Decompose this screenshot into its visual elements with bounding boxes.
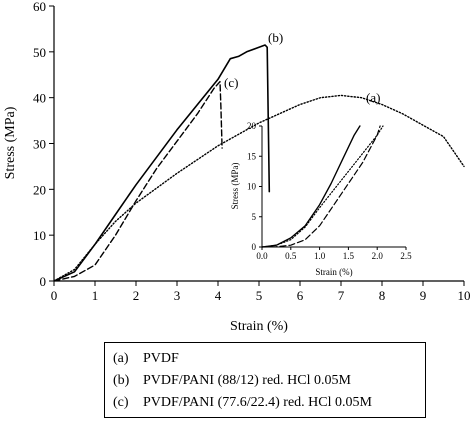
main-x-tick-label: 0 <box>51 288 58 303</box>
inset-x-tick-label: 2.5 <box>400 251 412 261</box>
legend-item-c: (c) PVDF/PANI (77.6/22.4) red. HCl 0.05M <box>113 392 425 414</box>
legend-key: (b) <box>113 373 130 388</box>
main-y-tick-label: 60 <box>33 0 46 14</box>
main-x-tick-label: 4 <box>215 288 222 303</box>
inset-y-tick-label: 0 <box>252 242 257 252</box>
legend-label: PVDF/PANI (88/12) red. HCl 0.05M <box>143 373 351 388</box>
inset-y-tick-label: 10 <box>247 182 257 192</box>
inset-x-tick-label: 0.5 <box>285 251 297 261</box>
main-y-tick-label: 10 <box>33 228 46 243</box>
inset-ticks: 0.0 0.5 1.0 1.5 2.0 2.5 0 5 10 15 20 <box>247 121 412 261</box>
main-x-tick-label: 2 <box>133 288 140 303</box>
main-x-tick-label: 7 <box>338 288 345 303</box>
y-axis-title: Stress (MPa) <box>3 106 18 179</box>
main-series <box>53 44 465 282</box>
main-x-tick-label: 5 <box>256 288 263 303</box>
inset-series-line-a <box>261 125 384 248</box>
main-y-tick-label: 0 <box>40 274 47 289</box>
legend-label: PVDF/PANI (77.6/22.4) red. HCl 0.05M <box>143 395 372 410</box>
annotation-a: (a) <box>366 90 380 105</box>
inset-y-tick-label: 15 <box>247 151 257 161</box>
annotation-b: (b) <box>268 30 283 45</box>
inset-y-tick-label: 20 <box>247 121 257 131</box>
main-series-line-a <box>53 94 465 282</box>
main-x-tick-label: 6 <box>297 288 304 303</box>
legend-key: (c) <box>113 395 129 410</box>
x-axis-title: Strain (%) <box>230 319 288 334</box>
main-y-tick-label: 20 <box>33 182 46 197</box>
annotation-c: (c) <box>224 75 238 90</box>
legend-label: PVDF <box>143 351 179 366</box>
inset-x-tick-label: 1.0 <box>314 251 326 261</box>
legend-key: (a) <box>113 351 129 366</box>
main-y-tick-label: 30 <box>33 137 46 152</box>
inset-x-tick-label: 2.0 <box>372 251 384 261</box>
main-x-tick-label: 3 <box>174 288 181 303</box>
main-x-tick-label: 8 <box>379 288 386 303</box>
inset-x-tick-label: 1.5 <box>343 251 355 261</box>
main-y-tick-label: 50 <box>33 45 46 60</box>
legend-item-a: (a) PVDF <box>113 348 425 370</box>
main-x-tick-label: 10 <box>458 288 471 303</box>
inset-series-line-c <box>261 125 381 248</box>
legend-box: (a) PVDF (b) PVDF/PANI (88/12) red. HCl … <box>104 342 426 418</box>
main-x-tick-label: 1 <box>92 288 99 303</box>
inset-x-tick-label: 0.0 <box>256 251 268 261</box>
inset-chart: 0.0 0.5 1.0 1.5 2.0 2.5 0 5 10 15 20 Strain (%) St… <box>230 121 412 277</box>
inset-y-axis-title: Stress (MPa) <box>230 163 240 210</box>
main-y-tick-label: 40 <box>33 91 46 106</box>
main-x-tick-label: 9 <box>420 288 427 303</box>
inset-x-axis-title: Strain (%) <box>315 267 352 277</box>
inset-y-tick-label: 5 <box>252 212 257 222</box>
main-series-line-c <box>53 80 223 282</box>
inset-series-line-b <box>261 125 361 248</box>
main-series-line-b <box>53 44 271 282</box>
legend-item-b: (b) PVDF/PANI (88/12) red. HCl 0.05M <box>113 370 425 392</box>
inset-series <box>261 125 384 248</box>
